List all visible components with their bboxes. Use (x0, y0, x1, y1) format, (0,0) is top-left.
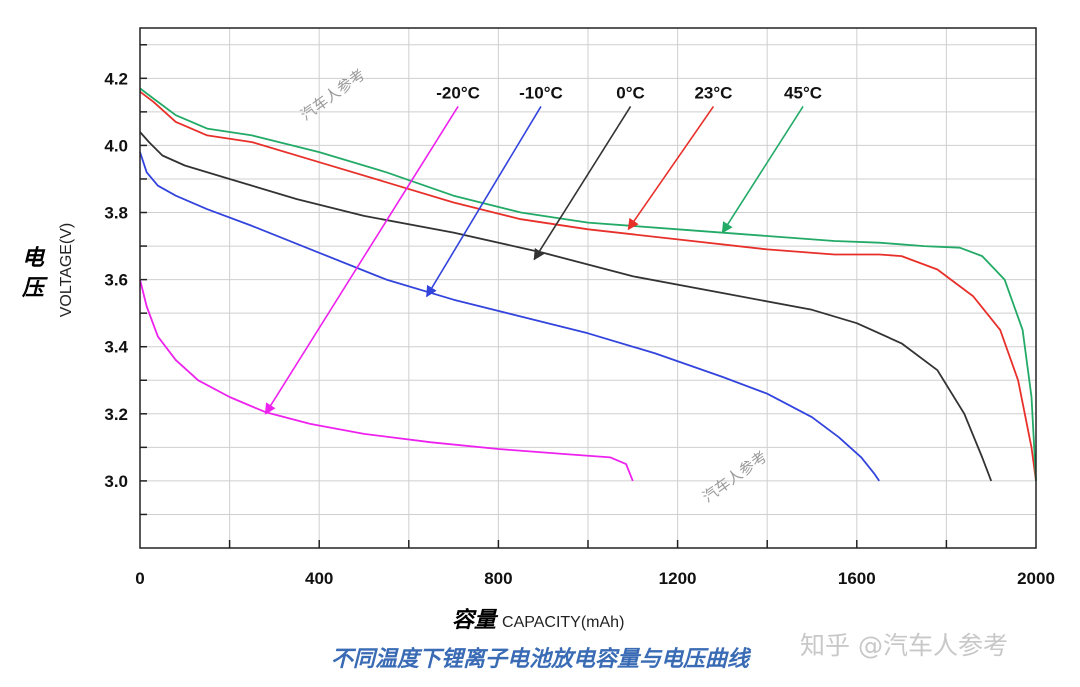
y-tick-label: 3.2 (104, 405, 128, 424)
series-arrow (426, 106, 542, 298)
series-line (139, 151, 880, 482)
series-lines (139, 87, 1037, 482)
y-tick-label: 3.6 (104, 271, 128, 290)
brand-watermark: 知乎 @汽车人参考 (800, 631, 1008, 660)
y-tick-label: 4.2 (104, 69, 128, 88)
x-tick-label: 0 (135, 569, 144, 588)
y-tick-label: 3.0 (104, 472, 128, 491)
series-label: 23°C (694, 83, 732, 102)
y-tick-label: 3.4 (104, 338, 128, 357)
tick-labels: 0 400 800 1200 1600 2000 3.0 3.2 3.4 3.6 3.8 4.0 4.2 (104, 69, 1055, 588)
series-line (139, 279, 634, 482)
annotations: -20°C -10°C 0°C 23°C 45°C (264, 83, 822, 415)
chart-caption: 不同温度下锂离子电池放电容量与电压曲线 (330, 647, 749, 672)
series-label: -10°C (519, 83, 563, 102)
x-tick-label: 2000 (1017, 569, 1055, 588)
series-arrow (721, 106, 804, 234)
series-line (139, 131, 993, 482)
series-arrow (533, 106, 632, 261)
series-label: 45°C (784, 83, 822, 102)
series-label: 0°C (616, 83, 645, 102)
x-axis-label-group: 容量 CAPACITY(mAh) (452, 602, 624, 634)
x-tick-label: 800 (484, 569, 512, 588)
y-axis-label: VOLTAGE(V) (58, 223, 75, 318)
series-arrow (627, 105, 715, 231)
x-axis-label-cn: 容量 (452, 608, 497, 633)
x-tick-label: 400 (305, 569, 333, 588)
x-axis-label: CAPACITY(mAh) (502, 614, 625, 631)
series-arrow (264, 106, 459, 415)
series-line (139, 90, 1037, 482)
plot-frame (139, 27, 1037, 549)
series-line (139, 87, 1037, 481)
y-tick-label: 4.0 (104, 136, 128, 155)
y-axis-label-cn: 电压 (21, 246, 44, 301)
x-tick-label: 1200 (659, 569, 697, 588)
grid (140, 28, 1036, 548)
y-tick-label: 3.8 (104, 204, 128, 223)
series-label: -20°C (436, 83, 480, 102)
x-tick-label: 1600 (838, 569, 876, 588)
